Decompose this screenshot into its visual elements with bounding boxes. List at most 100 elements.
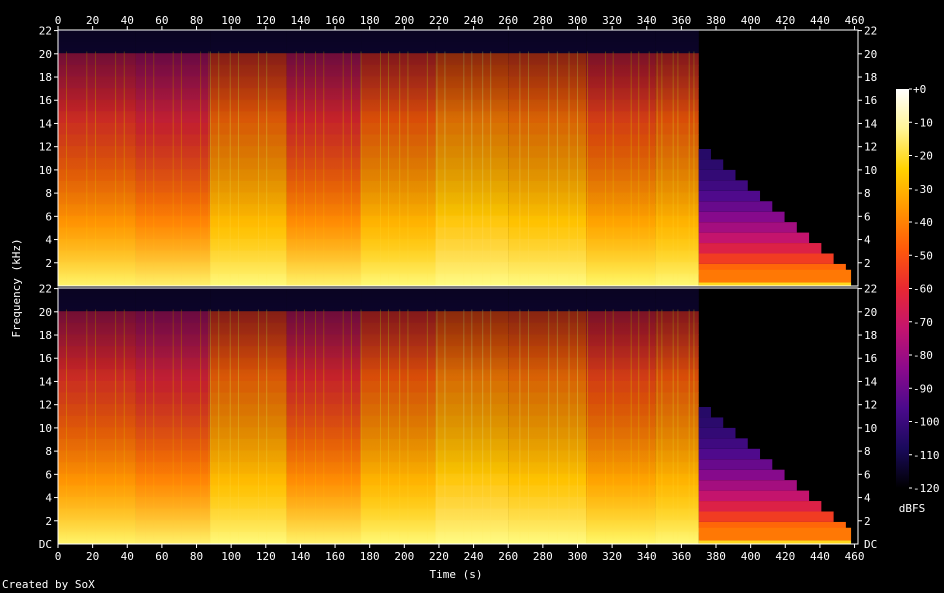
- x-tick-label: 60: [155, 550, 168, 563]
- y-tick-label-right: 4: [864, 492, 871, 505]
- y-tick-label-right: 8: [864, 445, 871, 458]
- x-tick-label: 220: [429, 550, 449, 563]
- x-tick-label: 0: [55, 550, 62, 563]
- y-tick-label-right: 14: [864, 117, 878, 130]
- decay-dc-band: [698, 540, 852, 544]
- decay-tail: [698, 407, 852, 544]
- decay-low-band: [698, 269, 852, 283]
- credit-label: Created by SoX: [2, 578, 95, 591]
- y-tick-label-right: 20: [864, 48, 877, 61]
- x-tick-label: 140: [290, 550, 310, 563]
- x-tick-label-top: 220: [429, 14, 449, 27]
- x-tick-label: 460: [845, 550, 865, 563]
- x-tick-label: 20: [86, 550, 99, 563]
- x-tick-label: 260: [498, 550, 518, 563]
- x-tick-label: 120: [256, 550, 276, 563]
- frequency-shading: [58, 288, 699, 544]
- x-tick-label-top: 140: [290, 14, 310, 27]
- decay-band: [698, 201, 773, 212]
- colorbar-tick-label: -90: [913, 382, 933, 395]
- y-tick-label: 12: [39, 141, 52, 154]
- frequency-shading: [58, 30, 699, 286]
- plot-area: [57, 30, 858, 544]
- x-tick-label-top: 200: [394, 14, 414, 27]
- colorbar-tick-label: +0: [913, 83, 926, 96]
- colorbar-tick-label: -30: [913, 183, 933, 196]
- x-tick-label: 440: [810, 550, 830, 563]
- y-tick-label: 2: [45, 515, 52, 528]
- decay-band: [698, 407, 711, 418]
- y-tick-label: 10: [39, 164, 52, 177]
- y-tick-label: 22: [39, 283, 52, 296]
- decay-band: [698, 521, 846, 533]
- colorbar-unit-label: dBFS: [899, 502, 926, 515]
- channel-1-spectrogram: [57, 30, 858, 286]
- y-tick-label: 6: [45, 468, 52, 481]
- colorbar-tick-label: -120: [913, 482, 940, 495]
- y-tick-label-right: 6: [864, 210, 871, 223]
- x-tick-label: 380: [706, 550, 726, 563]
- y-tick-label-right: 20: [864, 306, 877, 319]
- x-tick-label: 400: [741, 550, 761, 563]
- x-tick-label: 160: [325, 550, 345, 563]
- decay-band: [698, 263, 846, 275]
- y-tick-label: 8: [45, 445, 52, 458]
- colorbar-tick-label: -20: [913, 150, 933, 163]
- x-tick-label-top: 340: [637, 14, 657, 27]
- x-tick-label: 320: [602, 550, 622, 563]
- colorbar-gradient: [896, 89, 909, 488]
- y-tick-label: 14: [39, 117, 53, 130]
- channel-1-frame: [57, 29, 859, 287]
- x-tick-label: 280: [533, 550, 553, 563]
- x-tick-label: 40: [121, 550, 134, 563]
- y-tick-label: 10: [39, 422, 52, 435]
- y-tick-label: 4: [45, 234, 52, 247]
- y-tick-label: 6: [45, 210, 52, 223]
- y-tick-label: 8: [45, 187, 52, 200]
- x-tick-label-top: 440: [810, 14, 830, 27]
- y-tick-label-right: 18: [864, 71, 877, 84]
- channel-2-frame: [57, 287, 859, 545]
- y-tick-label-dc: DC: [864, 538, 877, 551]
- x-tick-label: 300: [568, 550, 588, 563]
- decay-band: [698, 149, 711, 160]
- x-tick-label-top: 240: [464, 14, 484, 27]
- x-tick-label: 80: [190, 550, 203, 563]
- decay-low-band: [698, 527, 852, 541]
- x-tick-label-top: 180: [360, 14, 380, 27]
- y-tick-label-right: 22: [864, 25, 877, 38]
- x-tick-label-top: 260: [498, 14, 518, 27]
- y-tick-label-right: 2: [864, 257, 871, 270]
- y-tick-label-right: 6: [864, 468, 871, 481]
- x-tick-label: 200: [394, 550, 414, 563]
- decay-band: [698, 427, 736, 439]
- y-tick-label-right: 12: [864, 141, 877, 154]
- x-tick-label-top: 460: [845, 14, 865, 27]
- y-tick-label-right: 22: [864, 283, 877, 296]
- decay-band: [698, 417, 724, 428]
- y-tick-label: 22: [39, 25, 52, 38]
- y-tick-label-right: 8: [864, 187, 871, 200]
- decay-band: [698, 511, 834, 522]
- y-tick-label: 20: [39, 48, 52, 61]
- channel-2-spectrogram: [57, 288, 858, 544]
- x-tick-label: 180: [360, 550, 380, 563]
- decay-band: [698, 180, 748, 191]
- y-tick-label-dc: DC: [39, 538, 52, 551]
- x-tick-label-top: 300: [568, 14, 588, 27]
- decay-tail: [698, 149, 852, 286]
- x-tick-label-top: 120: [256, 14, 276, 27]
- colorbar-tick-label: -60: [913, 283, 933, 296]
- x-tick-label-top: 40: [121, 14, 134, 27]
- y-tick-label: 16: [39, 94, 52, 107]
- colorbar-tick-label: -10: [913, 116, 933, 129]
- x-tick-label-top: 280: [533, 14, 553, 27]
- y-axis-title: Frequency (kHz): [10, 238, 23, 337]
- y-tick-label-right: 12: [864, 399, 877, 412]
- colorbar-tick-label: -100: [913, 416, 940, 429]
- y-tick-label: 18: [39, 329, 52, 342]
- decay-band: [698, 169, 736, 181]
- decay-band: [698, 253, 834, 264]
- x-tick-label: 240: [464, 550, 484, 563]
